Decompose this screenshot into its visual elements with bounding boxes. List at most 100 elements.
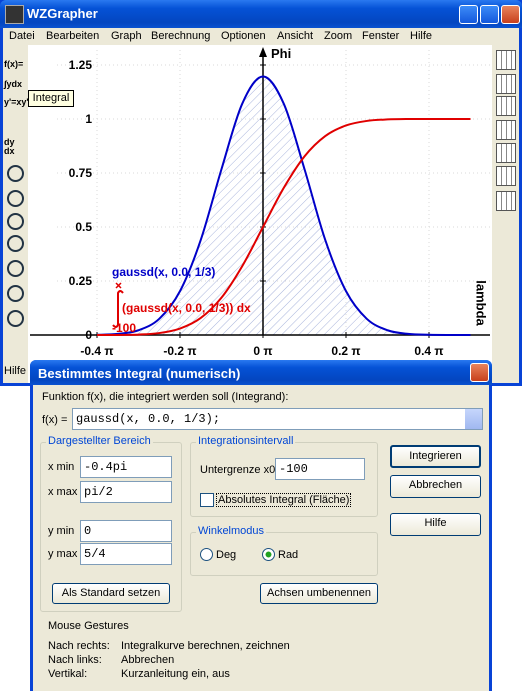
integral-sign xyxy=(112,290,124,328)
menu-bar: Datei Bearbeiten Graph Berechnung Optionen An… xyxy=(3,28,519,45)
main-window: WZGrapher Datei Bearbeiten Graph Berechnung… xyxy=(0,0,522,386)
integrate-button[interactable]: Integrieren xyxy=(390,445,481,468)
y-tick-label: 1 xyxy=(85,112,92,126)
toolbar-icon[interactable] xyxy=(7,165,24,182)
absolute-checkbox[interactable] xyxy=(200,493,214,507)
toolbar-icon[interactable] xyxy=(496,74,516,94)
toolbar-icon[interactable] xyxy=(496,120,516,140)
menu-item[interactable]: Datei xyxy=(9,30,35,42)
gesture-name: Vertikal: xyxy=(48,668,88,680)
right-toolbar xyxy=(492,45,519,383)
dialog: Bestimmtes Integral (numerisch) Funktion… xyxy=(30,360,492,691)
toolbar-icon[interactable] xyxy=(496,191,516,211)
close-button[interactable] xyxy=(501,5,520,24)
menu-item[interactable]: Zoom xyxy=(324,30,353,42)
toolbar-icon[interactable] xyxy=(7,235,24,252)
toolbar-button[interactable]: dx xyxy=(4,146,15,156)
curve-label: gaussd(x, 0.0, 1/3) xyxy=(112,265,215,279)
title-bar: WZGrapher xyxy=(0,0,522,28)
y-tick-label: 0.25 xyxy=(69,274,93,288)
rad-label: Rad xyxy=(278,549,299,561)
menu-item[interactable]: Ansicht xyxy=(277,30,314,42)
fx-value: gaussd(x, 0.0, 1/3); xyxy=(76,412,221,426)
xmax-label: x max xyxy=(48,486,78,498)
x-tick-label: 0.4 π xyxy=(414,344,443,358)
menu-item[interactable]: Bearbeiten xyxy=(46,30,100,42)
minimize-button[interactable] xyxy=(459,5,478,24)
tooltip: Integral xyxy=(28,90,74,107)
absolute-label: Absolutes Integral (Fläche) xyxy=(216,493,352,507)
interval-title: Integrationsintervall xyxy=(196,435,296,447)
dialog-close[interactable] xyxy=(470,363,489,382)
toolbar-icon[interactable] xyxy=(7,213,24,230)
ymin-label: y min xyxy=(48,525,75,537)
toolbar-icon[interactable] xyxy=(7,190,24,207)
toolbar-icon[interactable] xyxy=(7,310,24,327)
toolbar-icon[interactable] xyxy=(7,260,24,277)
window-title: WZGrapher xyxy=(27,6,98,21)
y-tick-label: 0.5 xyxy=(75,220,92,234)
toolbar-button[interactable]: y'=xy' xyxy=(4,97,29,107)
lower-input[interactable]: -100 xyxy=(275,458,365,480)
ymax-input[interactable]: 5/4 xyxy=(80,543,172,565)
curve xyxy=(96,75,471,337)
ymax-label: y max xyxy=(48,548,78,560)
left-toolbar: f(x)= ∫ydx y'=xy' dy dx Hilfe xyxy=(3,45,29,383)
y-tick-label: 1.25 xyxy=(69,58,93,72)
angle-title: Winkelmodus xyxy=(196,525,267,537)
maximize-button[interactable] xyxy=(480,5,499,24)
x-tick-label: 0.2 π xyxy=(331,344,360,358)
rename-button[interactable]: Achsen umbenennen xyxy=(260,583,378,604)
help-label[interactable]: Hilfe xyxy=(4,365,27,377)
help-button[interactable]: Hilfe xyxy=(390,513,481,536)
ymin-input[interactable]: 0 xyxy=(80,520,172,542)
toolbar-button[interactable]: dy xyxy=(4,137,15,147)
y-tick-label: 0.75 xyxy=(69,166,93,180)
fx-combobox[interactable]: gaussd(x, 0.0, 1/3); xyxy=(72,408,483,430)
gesture-action: Abbrechen xyxy=(121,654,175,666)
x-tick-label: 0 π xyxy=(253,344,272,358)
prompt: Funktion f(x), die integriert werden sol… xyxy=(42,391,289,403)
rad-radio[interactable] xyxy=(262,548,275,561)
gestures-title: Mouse Gestures xyxy=(48,620,129,632)
curve xyxy=(96,117,471,337)
y-axis-label: Phi xyxy=(271,46,291,61)
toolbar-icon[interactable] xyxy=(496,143,516,163)
toolbar-icon[interactable] xyxy=(496,96,516,116)
x-tick-label: -0.4 π xyxy=(80,344,113,358)
xmin-input[interactable]: -0.4pi xyxy=(80,456,172,478)
gesture-action: Integralkurve berechnen, zeichnen xyxy=(121,640,290,652)
menu-item[interactable]: Optionen xyxy=(221,30,266,42)
toolbar-icon[interactable] xyxy=(496,166,516,186)
gesture-name: Nach links: xyxy=(48,654,102,666)
menu-item[interactable]: Fenster xyxy=(362,30,400,42)
curve-label: (gaussd(x, 0.0, 1/3)) dx xyxy=(122,301,251,315)
integral-lower: -100 xyxy=(112,321,136,335)
gesture-action: Kurzanleitung ein, aus xyxy=(121,668,230,680)
lower-label: Untergrenze x0 xyxy=(200,464,276,476)
toolbar-icon[interactable] xyxy=(496,50,516,70)
toolbar-button[interactable]: ∫ydx xyxy=(4,79,22,89)
gesture-name: Nach rechts: xyxy=(48,640,110,652)
menu-item[interactable]: Berechnung xyxy=(151,30,211,42)
toolbar-button[interactable]: f(x)= xyxy=(4,59,24,69)
menu-item[interactable]: Graph xyxy=(111,30,142,42)
cancel-button[interactable]: Abbrechen xyxy=(390,475,481,498)
xmin-label: x min xyxy=(48,461,75,473)
y-axis-arrow xyxy=(259,47,267,57)
integral-marker xyxy=(115,282,122,289)
menu-item[interactable]: Hilfe xyxy=(410,30,433,42)
dialog-title: Bestimmtes Integral (numerisch) xyxy=(38,366,241,381)
default-button[interactable]: Als Standard setzen xyxy=(52,583,170,604)
dialog-body: Funktion f(x), die integriert werden sol… xyxy=(33,385,489,691)
angle-group xyxy=(190,532,378,576)
deg-label: Deg xyxy=(216,549,237,561)
xmax-input[interactable]: pi/2 xyxy=(80,481,172,503)
combo-arrow[interactable] xyxy=(465,409,482,429)
toolbar-icon[interactable] xyxy=(7,285,24,302)
x-axis-label: lambda xyxy=(474,280,489,326)
deg-radio[interactable] xyxy=(200,548,213,561)
dialog-title-bar: Bestimmtes Integral (numerisch) xyxy=(30,360,492,385)
